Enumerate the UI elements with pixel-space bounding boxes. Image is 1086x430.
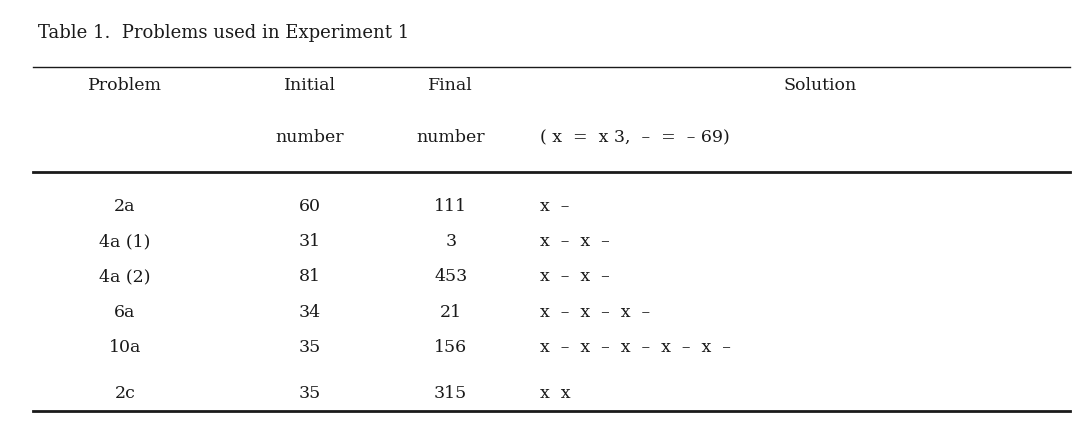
Text: ( x  =  x 3,  –  =  – 69): ( x = x 3, – = – 69): [540, 129, 730, 146]
Text: 4a (1): 4a (1): [99, 233, 151, 250]
Text: 34: 34: [299, 304, 320, 321]
Text: 21: 21: [440, 304, 462, 321]
Text: x  –: x –: [540, 198, 569, 215]
Text: 81: 81: [299, 268, 320, 286]
Text: 315: 315: [434, 385, 467, 402]
Text: 31: 31: [299, 233, 320, 250]
Text: Problem: Problem: [88, 77, 162, 95]
Text: 111: 111: [434, 198, 467, 215]
Text: Solution: Solution: [783, 77, 857, 95]
Text: number: number: [416, 129, 485, 146]
Text: 10a: 10a: [109, 339, 141, 356]
Text: 35: 35: [299, 339, 320, 356]
Text: x  –  x  –  x  –: x – x – x –: [540, 304, 649, 321]
Text: 60: 60: [299, 198, 320, 215]
Text: 35: 35: [299, 385, 320, 402]
Text: 156: 156: [434, 339, 467, 356]
Text: 2c: 2c: [114, 385, 136, 402]
Text: x  x: x x: [540, 385, 570, 402]
Text: Final: Final: [428, 77, 473, 95]
Text: 4a (2): 4a (2): [99, 268, 151, 286]
Text: 3: 3: [445, 233, 456, 250]
Text: 453: 453: [434, 268, 467, 286]
Text: number: number: [275, 129, 344, 146]
Text: 2a: 2a: [114, 198, 136, 215]
Text: x  –  x  –: x – x –: [540, 268, 609, 286]
Text: x  –  x  –: x – x –: [540, 233, 609, 250]
Text: Initial: Initial: [283, 77, 336, 95]
Text: 6a: 6a: [114, 304, 136, 321]
Text: x  –  x  –  x  –  x  –  x  –: x – x – x – x – x –: [540, 339, 731, 356]
Text: Table 1.  Problems used in Experiment 1: Table 1. Problems used in Experiment 1: [38, 24, 409, 42]
